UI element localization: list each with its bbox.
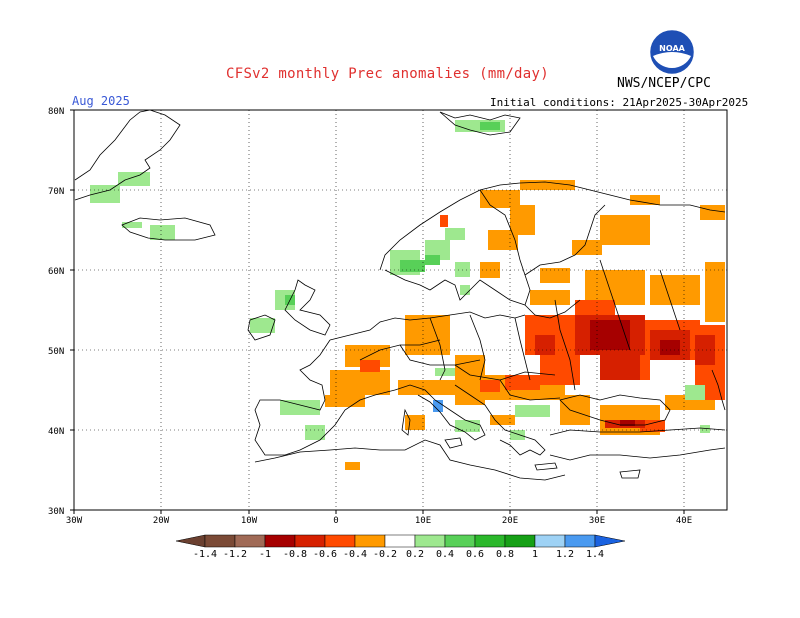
- colorbar-label: 1.2: [556, 549, 574, 560]
- colorbar-label: -1: [259, 549, 271, 560]
- anomaly-fill: [90, 120, 725, 470]
- lon-label-30W: 30W: [66, 516, 83, 526]
- colorbar-label: 0.6: [466, 549, 484, 560]
- colorbar-label: 0.8: [496, 549, 514, 560]
- lat-label-50N: 50N: [48, 347, 64, 357]
- lat-label-40N: 40N: [48, 427, 64, 437]
- colorbar-swatch: [204, 534, 236, 548]
- lon-label-0: 0: [333, 516, 338, 526]
- colorbar-swatch: [294, 534, 326, 548]
- colorbar-swatch: [354, 534, 386, 548]
- colorbar-swatch: [504, 534, 536, 548]
- axis-ticks: [70, 109, 685, 514]
- colorbar: -1.4 -1.2 -1 -0.8 -0.6 -0.4 -0.2 0.2 0.4…: [175, 534, 626, 560]
- lat-label-30N: 30N: [48, 507, 64, 517]
- map-title: CFSv2 monthly Prec anomalies (mm/day): [226, 66, 549, 82]
- lon-label-20W: 20W: [153, 516, 170, 526]
- colorbar-swatch: [444, 534, 476, 548]
- colorbar-swatch: [234, 534, 266, 548]
- lon-label-40E: 40E: [676, 516, 692, 526]
- colorbar-left-arrow: [175, 534, 206, 548]
- colorbar-swatch: [264, 534, 296, 548]
- lon-label-20E: 20E: [502, 516, 518, 526]
- colorbar-label: 0.2: [406, 549, 424, 560]
- colorbar-label: -0.4: [343, 549, 367, 560]
- colorbar-swatch: [564, 534, 596, 548]
- colorbar-label: 1: [532, 549, 538, 560]
- lat-label-70N: 70N: [48, 187, 64, 197]
- lon-label-30E: 30E: [589, 516, 605, 526]
- lat-label-80N: 80N: [48, 107, 64, 117]
- noaa-logo-icon: NOAA: [650, 30, 694, 74]
- colorbar-label: -0.2: [373, 549, 397, 560]
- agency-label: NWS/NCEP/CPC: [617, 76, 711, 91]
- colorbar-label: -1.4: [193, 549, 217, 560]
- colorbar-swatch: [324, 534, 356, 548]
- lon-labels: 30W 20W 10W 0 10E 20E 30E 40E: [66, 516, 692, 526]
- gridlines: [74, 110, 727, 510]
- colorbar-right-arrow: [594, 534, 626, 548]
- colorbar-swatch: [384, 534, 416, 548]
- map-frame: [73, 109, 728, 511]
- colorbar-label: -1.2: [223, 549, 247, 560]
- initial-conditions-label: Initial conditions: 21Apr2025-30Apr2025: [490, 96, 749, 109]
- colorbar-swatch: [414, 534, 446, 548]
- colorbar-label: 0.4: [436, 549, 454, 560]
- colorbar-label: 1.4: [586, 549, 604, 560]
- lon-label-10W: 10W: [241, 516, 258, 526]
- colorbar-swatch: [474, 534, 506, 548]
- colorbar-label: -0.8: [283, 549, 307, 560]
- valid-month-label: Aug 2025: [72, 94, 130, 108]
- lat-label-60N: 60N: [48, 267, 64, 277]
- colorbar-swatch: [534, 534, 566, 548]
- lat-labels: 80N 70N 60N 50N 40N 30N: [48, 107, 64, 517]
- lon-label-10E: 10E: [415, 516, 431, 526]
- colorbar-label: -0.6: [313, 549, 337, 560]
- svg-text:NOAA: NOAA: [659, 44, 685, 53]
